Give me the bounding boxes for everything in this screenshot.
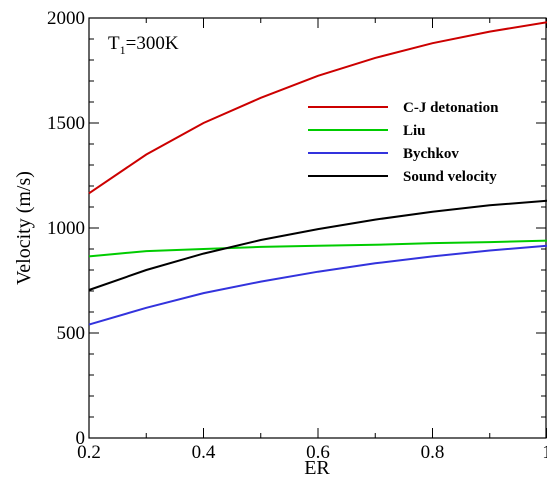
y-tick-label: 1000: [47, 218, 85, 239]
x-tick-label: 0.8: [421, 442, 445, 463]
legend-label: C-J detonation: [403, 100, 499, 116]
y-axis-label: Velocity (m/s): [13, 171, 35, 285]
series-line-bychkov: [88, 244, 547, 326]
x-tick-label: 1: [542, 442, 547, 463]
temperature-annotation: T1=300K: [108, 33, 179, 57]
y-tick-label: 0: [76, 428, 86, 449]
y-tick-label: 1500: [47, 113, 85, 134]
legend: C-J detonation Liu Bychkov Sound velocity: [308, 100, 499, 185]
x-tick-label: 0.6: [306, 442, 330, 463]
series-line-sound-velocity: [88, 199, 547, 291]
legend-label: Liu: [403, 123, 426, 139]
legend-label: Bychkov: [403, 146, 459, 162]
y-tick-label: 2000: [47, 8, 85, 29]
x-tick-label: 0.2: [77, 442, 101, 463]
y-tick-label: 500: [57, 323, 86, 344]
series-layer: [88, 21, 547, 326]
annotation-subscript: 1: [120, 43, 126, 57]
axes: 0.2 0.4 0.6 0.8 1 0 500 1000 1500 2000: [47, 8, 547, 463]
x-axis-label: ER: [304, 457, 330, 479]
plot-frame: [88, 17, 547, 439]
annotation-main: T: [108, 33, 120, 54]
annotation-rest: =300K: [126, 33, 179, 54]
legend-label: Sound velocity: [403, 169, 497, 185]
x-tick-label: 0.4: [192, 442, 216, 463]
series-line-c-j-detonation: [88, 21, 547, 195]
series-line-liu: [88, 239, 547, 258]
